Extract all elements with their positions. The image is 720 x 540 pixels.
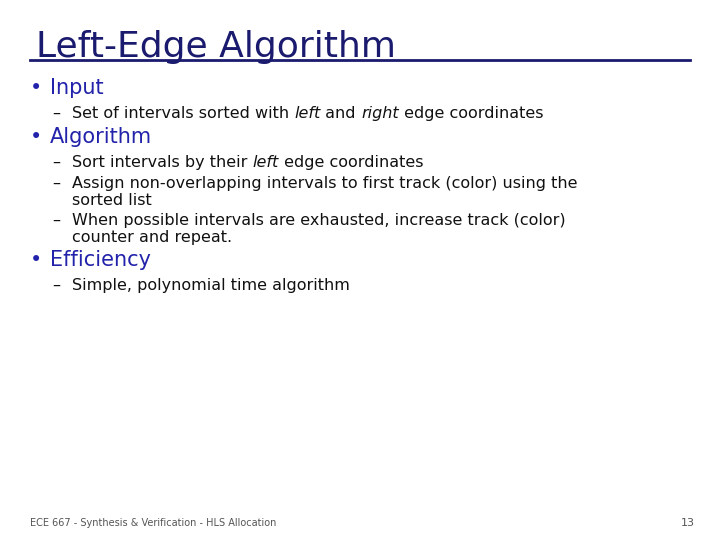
- Text: edge coordinates: edge coordinates: [399, 106, 544, 121]
- Text: Set of intervals sorted with: Set of intervals sorted with: [72, 106, 294, 121]
- Text: ECE 667 - Synthesis & Verification - HLS Allocation: ECE 667 - Synthesis & Verification - HLS…: [30, 518, 276, 528]
- Text: Assign non-overlapping intervals to first track (color) using the
sorted list: Assign non-overlapping intervals to firs…: [72, 176, 577, 208]
- Text: Simple, polynomial time algorithm: Simple, polynomial time algorithm: [72, 278, 350, 293]
- Text: Input: Input: [50, 78, 104, 98]
- Text: –: –: [52, 213, 60, 228]
- Text: 13: 13: [681, 518, 695, 528]
- Text: and: and: [320, 106, 361, 121]
- Text: –: –: [52, 155, 60, 170]
- Text: –: –: [52, 278, 60, 293]
- Text: •: •: [30, 127, 42, 147]
- Text: –: –: [52, 106, 60, 121]
- Text: When possible intervals are exhausted, increase track (color)
counter and repeat: When possible intervals are exhausted, i…: [72, 213, 566, 245]
- Text: Algorithm: Algorithm: [50, 127, 152, 147]
- Text: edge coordinates: edge coordinates: [279, 155, 423, 170]
- Text: Sort intervals by their: Sort intervals by their: [72, 155, 253, 170]
- Text: Efficiency: Efficiency: [50, 250, 151, 270]
- Text: –: –: [52, 176, 60, 191]
- Text: left: left: [253, 155, 279, 170]
- Text: left: left: [294, 106, 320, 121]
- Text: •: •: [30, 250, 42, 270]
- Text: Left-Edge Algorithm: Left-Edge Algorithm: [36, 30, 396, 64]
- Text: right: right: [361, 106, 399, 121]
- Text: •: •: [30, 78, 42, 98]
